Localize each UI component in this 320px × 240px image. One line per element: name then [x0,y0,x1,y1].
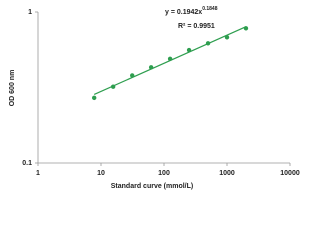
equation-exponent: 0.1848 [202,6,218,12]
x-axis-title: Standard curve (mmol/L) [111,183,193,190]
point [92,95,97,101]
y-tick-label: 0.1 [22,160,32,167]
x-tick-label: 1 [36,170,40,177]
point [243,26,249,31]
point [110,84,116,89]
x-tick-label: 10000 [280,170,300,177]
equation-base: y = 0.1942x [165,9,202,16]
x-tick-label: 10 [97,170,105,177]
x-tick-label: 1000 [219,170,235,177]
point [224,35,230,40]
x-tick-label: 100 [158,170,170,177]
point [205,41,211,46]
point [148,65,154,70]
r-squared: R² = 0.9951 [178,23,215,30]
chart: Standard curve (mmol/L) OD 600 nm y = 0.… [9,6,300,190]
y-axis-title: OD 600 nm [9,70,16,107]
page: Standard curve (mmol/L) OD 600 nm y = 0.… [8,6,300,190]
y-tick-label: 1 [28,9,32,16]
point [130,73,135,78]
point [167,56,173,61]
equation: y = 0.1942x0.1848 [165,6,218,16]
point [186,47,192,53]
